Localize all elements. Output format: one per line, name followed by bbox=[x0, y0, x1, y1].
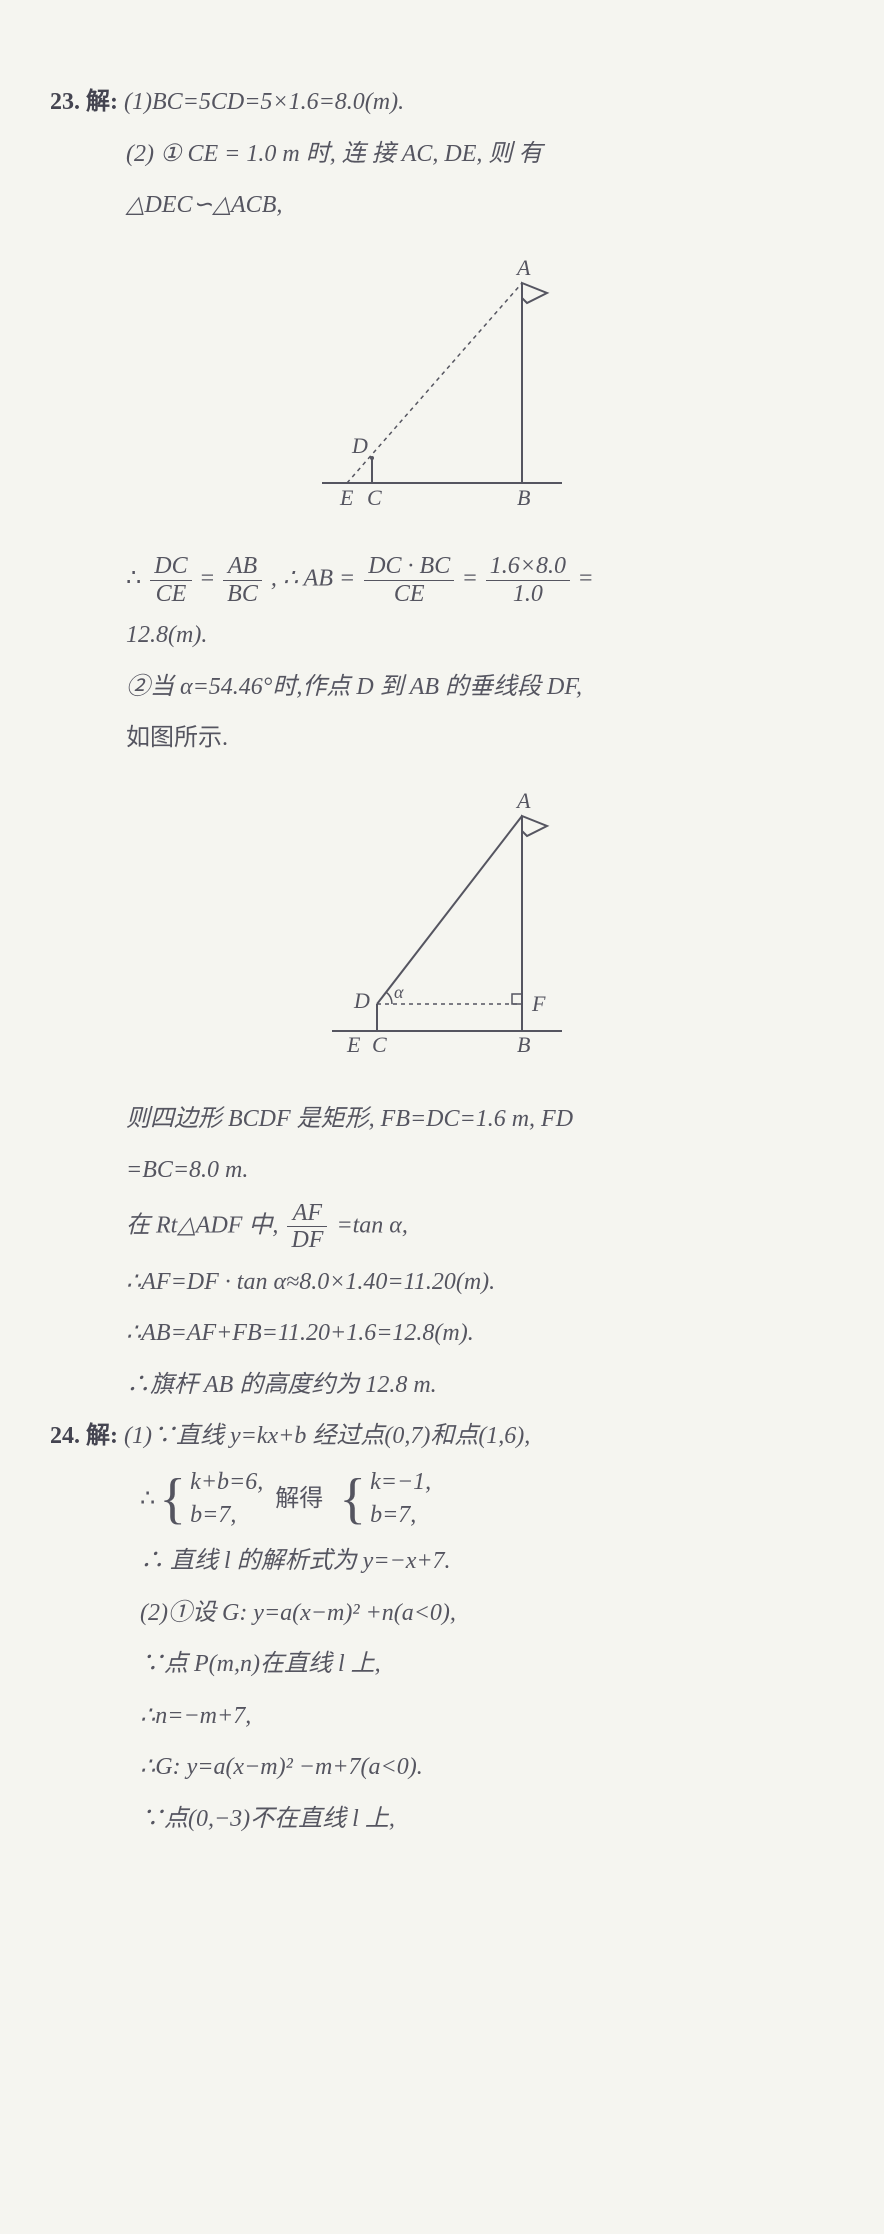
p24-l5: ∵点 P(m,n)在直线 l 上, bbox=[50, 1642, 834, 1688]
p23-l11: ∴AB=AF+FB=11.20+1.6=12.8(m). bbox=[50, 1311, 834, 1357]
p23-label: 解: bbox=[86, 89, 118, 115]
label-b: B bbox=[517, 485, 530, 510]
label-d: D bbox=[351, 433, 368, 458]
p23-l3: ∴ DC CE = AB BC , ∴ AB = DC · BC CE = 1.… bbox=[50, 553, 834, 607]
flag-icon-2 bbox=[522, 816, 547, 836]
label-a2: A bbox=[515, 788, 531, 813]
left-brace-2: { bbox=[339, 1471, 366, 1527]
angle-arc bbox=[386, 992, 392, 1004]
p24-l8: ∵点(0,−3)不在直线 l 上, bbox=[50, 1797, 834, 1843]
frac-af-df: AF DF bbox=[287, 1200, 327, 1254]
p23-number: 23. bbox=[50, 89, 80, 115]
label-d2: D bbox=[353, 988, 370, 1013]
figure-2: A D α F E C B bbox=[50, 786, 834, 1073]
p23-l12: ∴旗杆 AB 的高度约为 12.8 m. bbox=[50, 1363, 834, 1409]
p24-system: ∴ { k+b=6, b=7, 解得 { k=−1, b=7, bbox=[50, 1466, 834, 1533]
p24-l4: (2)①设 G: y=a(x−m)² +n(a<0), bbox=[50, 1591, 834, 1637]
label-c: C bbox=[367, 485, 382, 510]
p24-l3: ∴ 直线 l 的解析式为 y=−x+7. bbox=[50, 1539, 834, 1585]
label-b2: B bbox=[517, 1032, 530, 1056]
p24-l7: ∴G: y=a(x−m)² −m+7(a<0). bbox=[50, 1745, 834, 1791]
sys1: k+b=6, b=7, bbox=[190, 1466, 263, 1533]
label-c2: C bbox=[372, 1032, 387, 1056]
label-e: E bbox=[339, 485, 354, 510]
p24-l6: ∴n=−m+7, bbox=[50, 1694, 834, 1740]
left-brace-1: { bbox=[159, 1471, 186, 1527]
figure-1: A D E C B bbox=[50, 253, 834, 530]
triangle-diagram-2: A D α F E C B bbox=[292, 786, 592, 1056]
p23-l2b: △DEC∽△ACB, bbox=[50, 183, 834, 229]
flag-icon bbox=[522, 283, 547, 303]
p23-l6: 如图所示. bbox=[50, 716, 834, 762]
sys-mid: 解得 bbox=[275, 1477, 323, 1523]
p23-l8: =BC=8.0 m. bbox=[50, 1148, 834, 1194]
p23-l1: (1)BC=5CD=5×1.6=8.0(m). bbox=[124, 89, 404, 115]
label-f: F bbox=[531, 991, 546, 1016]
dashed-ac bbox=[347, 283, 522, 483]
p24-line1: 24. 解: (1)∵直线 y=kx+b 经过点(0,7)和点(1,6), bbox=[50, 1414, 834, 1460]
p24-label: 解: bbox=[86, 1423, 118, 1449]
p23-l4: 12.8(m). bbox=[50, 613, 834, 659]
p24-l1: (1)∵直线 y=kx+b 经过点(0,7)和点(1,6), bbox=[124, 1423, 530, 1449]
p24-number: 24. bbox=[50, 1423, 80, 1449]
triangle-diagram-1: A D E C B bbox=[292, 253, 592, 513]
p23-l7: 则四边形 BCDF 是矩形, FB=DC=1.6 m, FD bbox=[50, 1097, 834, 1143]
p23-line1: 23. 解: (1)BC=5CD=5×1.6=8.0(m). bbox=[50, 80, 834, 126]
sys2: k=−1, b=7, bbox=[370, 1466, 431, 1533]
hypotenuse-ad bbox=[377, 816, 522, 1004]
label-a: A bbox=[515, 255, 531, 280]
frac-num: 1.6×8.0 1.0 bbox=[486, 553, 570, 607]
frac-dc-ce: DC CE bbox=[150, 553, 191, 607]
frac-ab-bc: AB BC bbox=[223, 553, 262, 607]
p23-l5: ②当 α=54.46°时,作点 D 到 AB 的垂线段 DF, bbox=[50, 665, 834, 711]
p23-l2a: (2) ① CE = 1.0 m 时, 连 接 AC, DE, 则 有 bbox=[50, 132, 834, 178]
p23-l10: ∴AF=DF · tan α≈8.0×1.40=11.20(m). bbox=[50, 1260, 834, 1306]
frac-dcbc-ce: DC · BC CE bbox=[364, 553, 454, 607]
p23-l9: 在 Rt△ADF 中, AF DF =tan α, bbox=[50, 1200, 834, 1254]
label-alpha: α bbox=[394, 982, 404, 1002]
label-e2: E bbox=[346, 1032, 361, 1056]
right-angle-mark bbox=[512, 994, 522, 1004]
